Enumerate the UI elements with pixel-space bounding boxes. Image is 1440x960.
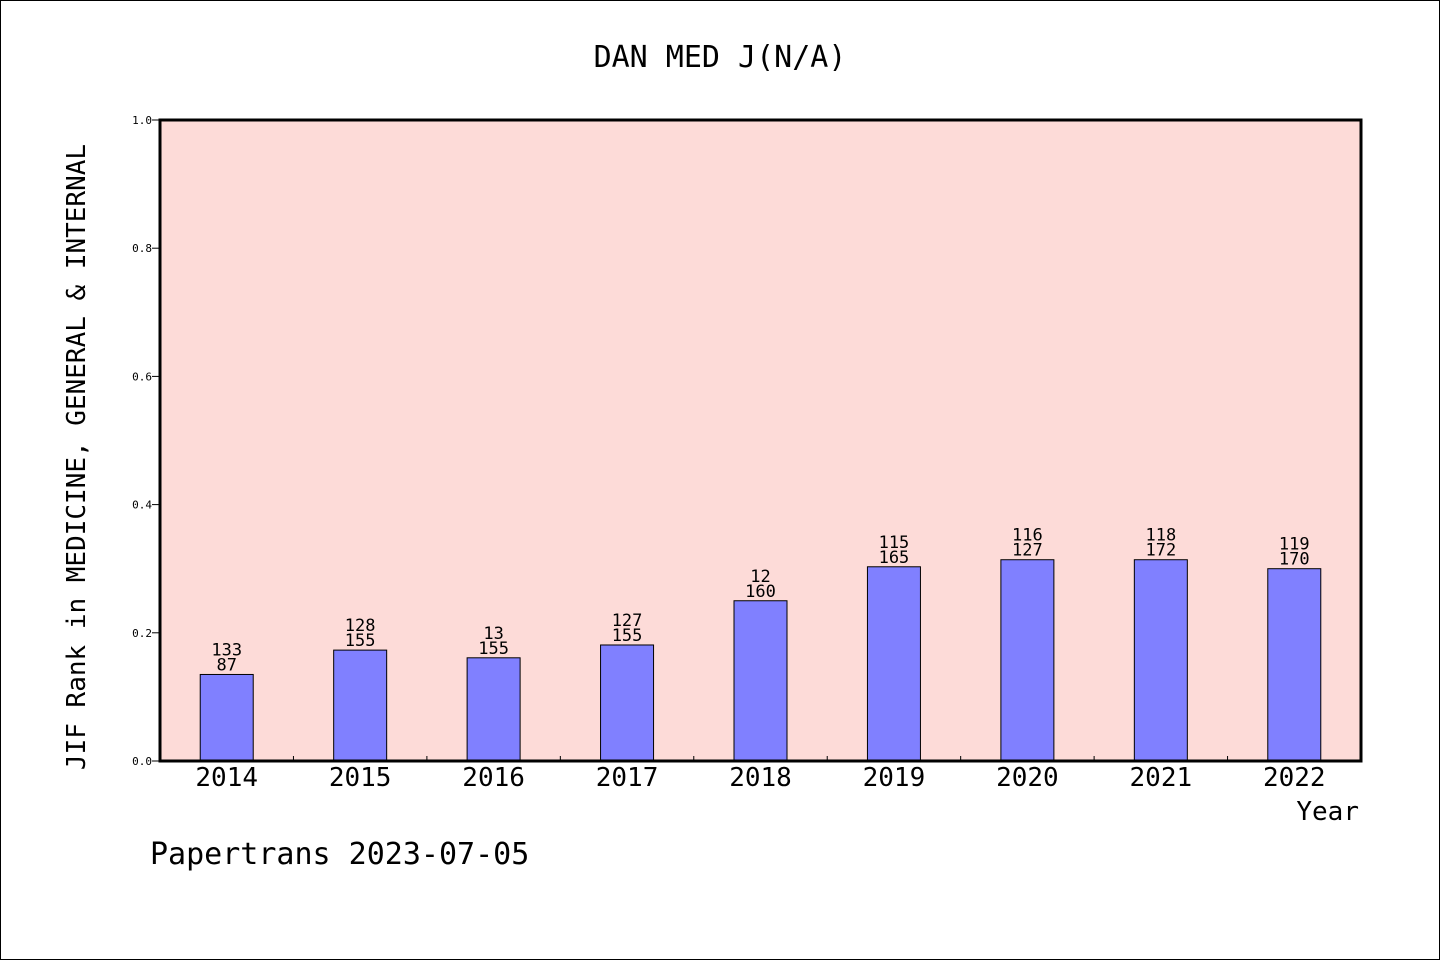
bar-label-top: 119 bbox=[1279, 535, 1310, 555]
y-tick-label: 0.4 bbox=[132, 499, 152, 512]
x-tick-label: 2018 bbox=[729, 763, 792, 793]
y-tick-label: 0.8 bbox=[132, 242, 152, 255]
bar-2019 bbox=[866, 566, 921, 762]
x-tick-label: 2014 bbox=[195, 763, 258, 793]
x-tick-label: 2022 bbox=[1263, 763, 1326, 793]
x-tick-label: 2015 bbox=[329, 763, 392, 793]
y-tick-label: 0.6 bbox=[132, 370, 152, 383]
bar-label-top: 127 bbox=[612, 611, 643, 631]
bar-2017 bbox=[600, 644, 655, 762]
bar-label-top: 128 bbox=[345, 616, 376, 636]
bar-2021 bbox=[1133, 559, 1188, 762]
bar-label-top: 13 bbox=[483, 624, 503, 644]
x-axis-label: Year bbox=[1296, 797, 1359, 827]
bar-2020 bbox=[1000, 559, 1055, 762]
x-tick-label: 2021 bbox=[1130, 763, 1193, 793]
bar-label-top: 12 bbox=[750, 567, 770, 587]
bar-label-bottom: 165 bbox=[879, 548, 910, 568]
y-axis-ticks: 0.0 0.2 0.4 0.6 0.8 1.0 bbox=[132, 114, 160, 768]
bar-label-top: 118 bbox=[1145, 526, 1176, 546]
bar-2015 bbox=[333, 649, 388, 762]
y-tick-label: 1.0 bbox=[132, 114, 152, 127]
bar-2018 bbox=[733, 600, 788, 762]
bar-label-bottom: 127 bbox=[1012, 541, 1043, 561]
chart-title: DAN MED J(N/A) bbox=[594, 40, 847, 75]
bar-label-bottom: 155 bbox=[345, 631, 376, 651]
x-tick-label: 2020 bbox=[996, 763, 1059, 793]
footer-credit: Papertrans 2023-07-05 bbox=[150, 837, 529, 872]
bar-label-top: 133 bbox=[211, 640, 242, 660]
bar-label-bottom: 155 bbox=[478, 639, 509, 659]
bar-label-bottom: 155 bbox=[612, 626, 643, 646]
x-tick-label: 2019 bbox=[863, 763, 926, 793]
y-tick-label: 0.0 bbox=[132, 755, 152, 768]
bar-label-bottom: 87 bbox=[216, 655, 236, 675]
bar-label-top: 116 bbox=[1012, 526, 1043, 546]
bar-2016 bbox=[466, 657, 521, 762]
bar-2014 bbox=[199, 673, 254, 762]
bar-label-bottom: 170 bbox=[1279, 550, 1310, 570]
x-tick-label: 2017 bbox=[596, 763, 659, 793]
plot-border bbox=[158, 118, 1363, 763]
x-tick-label: 2016 bbox=[462, 763, 525, 793]
bar-label-bottom: 172 bbox=[1145, 541, 1176, 561]
bar-label-top: 115 bbox=[879, 533, 910, 553]
x-axis-ticks: 2014 2015 2016 2017 2018 2019 2020 2021 2022 bbox=[195, 756, 1326, 793]
y-tick-label: 0.2 bbox=[132, 627, 152, 640]
bar-2022 bbox=[1267, 568, 1322, 762]
bar-label-bottom: 160 bbox=[745, 582, 776, 602]
bars-group bbox=[199, 559, 1322, 762]
y-axis-label: JIF Rank in MEDICINE, GENERAL & INTERNAL bbox=[62, 144, 92, 770]
